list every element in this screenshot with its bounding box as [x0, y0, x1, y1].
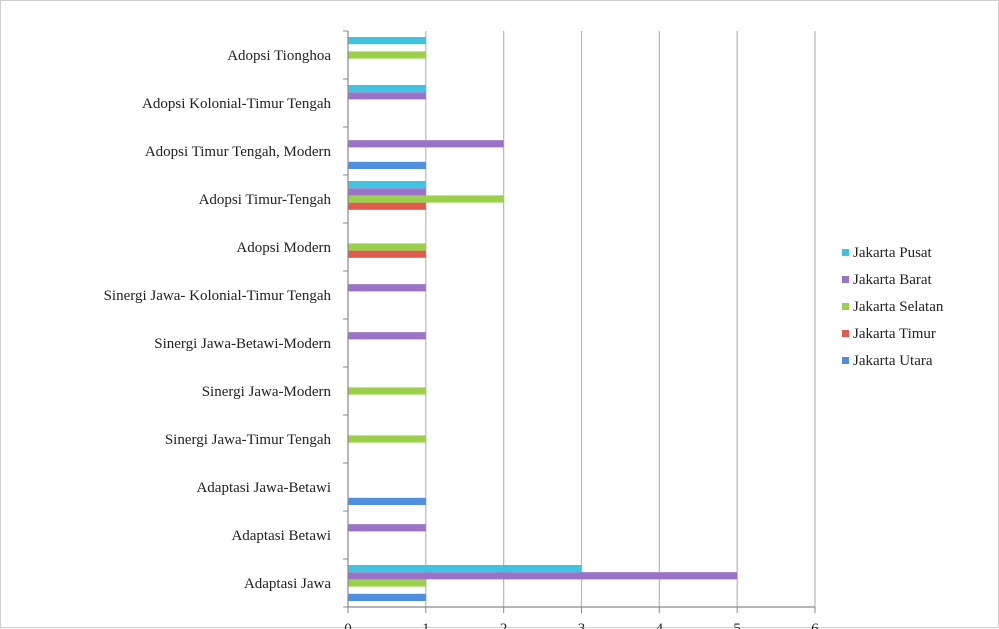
bar-jakarta-selatan-adopsi-modern	[348, 243, 426, 251]
bar-jakarta-barat-adopsi-timur-tengah	[348, 188, 426, 196]
legend-swatch-jakarta-barat	[842, 276, 849, 283]
category-label: Sinergi Jawa-Betawi-Modern	[154, 336, 331, 352]
legend-swatch-jakarta-timur	[842, 330, 849, 337]
legend-label-jakarta-selatan: Jakarta Selatan	[853, 299, 944, 315]
x-tick-label: 2	[500, 621, 508, 629]
bar-jakarta-barat-sinergi-jawa-betawi-modern	[348, 332, 426, 340]
category-labels: Adaptasi Jawa Adaptasi Betawi Adaptasi Jaw…	[104, 48, 332, 592]
category-label: Adaptasi Jawa	[244, 576, 331, 592]
bar-jakarta-barat-adaptasi-betawi	[348, 524, 426, 532]
category-label: Adopsi Tionghoa	[227, 48, 331, 64]
bar-jakarta-selatan-adopsi-tionghoa	[348, 51, 426, 59]
gridlines	[347, 31, 816, 613]
bar-jakarta-selatan-adopsi-timur-tengah	[348, 195, 504, 203]
category-label: Sinergi Jawa- Kolonial-Timur Tengah	[104, 288, 332, 304]
x-tick-label: 5	[733, 621, 741, 629]
legend-label-jakarta-pusat: Jakarta Pusat	[853, 245, 933, 261]
category-label: Adaptasi Betawi	[231, 528, 331, 544]
x-tick-label: 1	[422, 621, 430, 629]
legend-swatch-jakarta-utara	[842, 357, 849, 364]
bars	[348, 37, 738, 601]
x-tick-label: 0	[344, 621, 352, 629]
bar-jakarta-barat-sinergi-jawa-kolonial-timur-tengah	[348, 284, 426, 292]
bar-jakarta-pusat-adaptasi-jawa	[348, 565, 582, 573]
legend: Jakarta Pusat Jakarta Barat Jakarta Selata…	[842, 245, 944, 369]
category-label: Adopsi Modern	[236, 240, 331, 256]
category-label: Sinergi Jawa-Modern	[202, 384, 332, 400]
category-label: Sinergi Jawa-Timur Tengah	[165, 432, 332, 448]
legend-label-jakarta-timur: Jakarta Timur	[853, 326, 936, 342]
legend-swatch-jakarta-pusat	[842, 249, 849, 256]
bar-jakarta-timur-adopsi-modern	[348, 250, 426, 258]
x-tick-label: 4	[656, 621, 664, 629]
bar-jakarta-utara-adopsi-timur-tengah-modern	[348, 161, 426, 169]
bar-jakarta-selatan-adaptasi-jawa	[348, 579, 426, 587]
bar-jakarta-timur-adopsi-timur-tengah	[348, 202, 426, 210]
bar-jakarta-utara-adaptasi-jawa-betawi	[348, 497, 426, 505]
category-label: Adaptasi Jawa-Betawi	[196, 480, 331, 496]
category-label: Adopsi Timur Tengah, Modern	[145, 144, 332, 160]
bar-jakarta-pusat-adopsi-timur-tengah	[348, 181, 426, 189]
bar-jakarta-pusat-adopsi-tionghoa	[348, 37, 426, 45]
x-tick-label: 6	[811, 621, 819, 629]
bar-jakarta-selatan-sinergi-jawa-timur-tengah	[348, 435, 426, 443]
bar-jakarta-utara-adaptasi-jawa	[348, 593, 426, 601]
bar-jakarta-pusat-adopsi-kolonial-timur-tengah	[348, 85, 426, 93]
bar-jakarta-barat-adopsi-timur-tengah-modern	[348, 140, 504, 148]
axes	[343, 30, 815, 608]
legend-label-jakarta-utara: Jakarta Utara	[853, 353, 933, 369]
legend-swatch-jakarta-selatan	[842, 303, 849, 310]
category-label: Adopsi Timur-Tengah	[199, 192, 332, 208]
x-tick-labels: 0 1 2 3 4 5 6	[344, 621, 819, 629]
category-label: Adopsi Kolonial-Timur Tengah	[142, 96, 331, 112]
legend-label-jakarta-barat: Jakarta Barat	[853, 272, 933, 288]
bar-jakarta-barat-adaptasi-jawa	[348, 572, 738, 580]
x-tick-label: 3	[578, 621, 586, 629]
bar-jakarta-barat-adopsi-kolonial-timur-tengah	[348, 92, 426, 100]
bar-jakarta-selatan-sinergi-jawa-modern	[348, 387, 426, 395]
